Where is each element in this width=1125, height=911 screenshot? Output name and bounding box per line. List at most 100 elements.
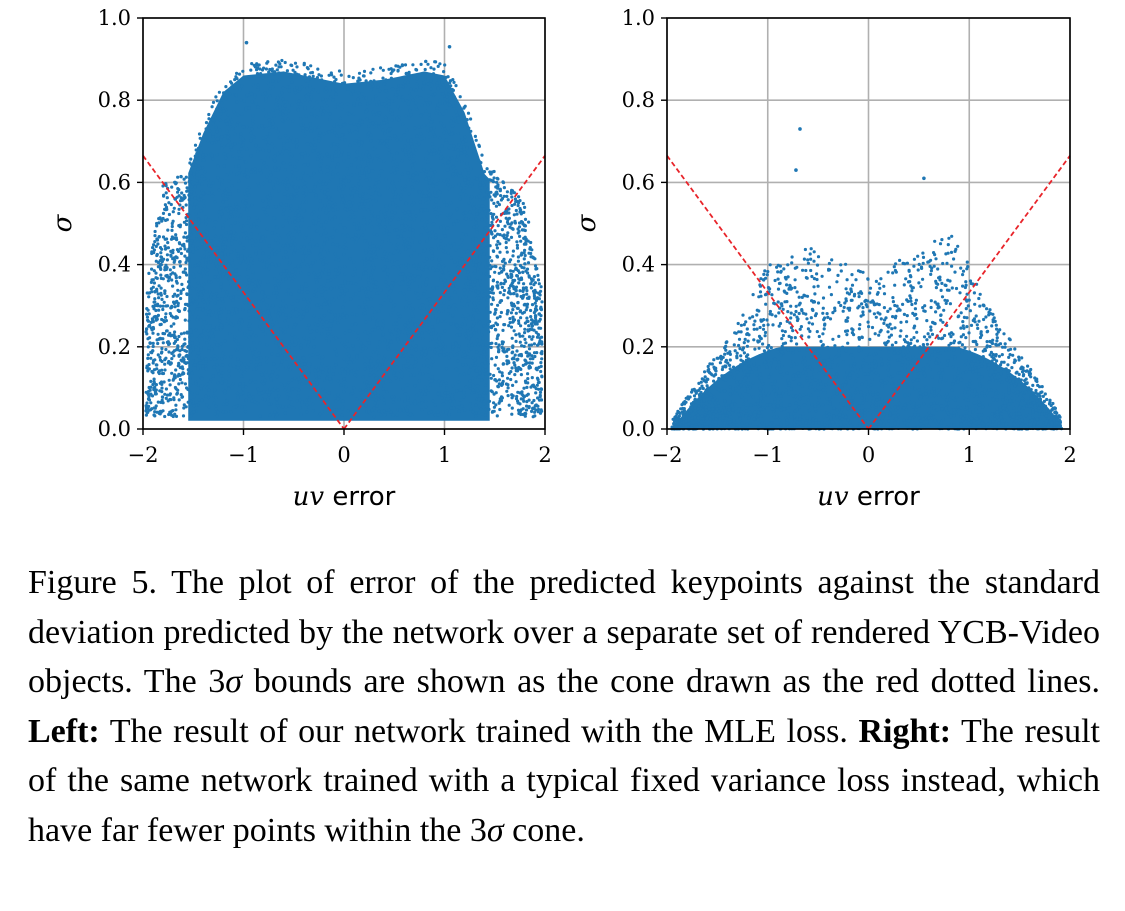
scatter-point bbox=[475, 368, 479, 373]
scatter-point bbox=[406, 395, 410, 400]
scatter-point bbox=[353, 272, 357, 276]
scatter-point bbox=[263, 91, 267, 95]
scatter-point bbox=[221, 274, 225, 279]
scatter-point bbox=[193, 264, 198, 268]
scatter-point bbox=[478, 198, 482, 202]
scatter-point bbox=[487, 407, 491, 411]
scatter-point bbox=[230, 184, 234, 188]
scatter-point bbox=[257, 184, 261, 188]
scatter-point bbox=[318, 412, 322, 416]
scatter-point bbox=[342, 390, 346, 394]
scatter-point bbox=[235, 287, 239, 291]
scatter-point bbox=[338, 223, 342, 227]
scatter-point bbox=[302, 163, 307, 167]
scatter-point bbox=[500, 342, 505, 346]
scatter-points bbox=[144, 40, 544, 421]
scatter-point bbox=[444, 75, 448, 79]
scatter-point bbox=[178, 366, 182, 370]
scatter-point bbox=[216, 410, 220, 414]
scatter-point bbox=[406, 359, 410, 363]
scatter-point bbox=[293, 88, 297, 92]
scatter-point bbox=[208, 380, 212, 384]
scatter-point bbox=[196, 315, 200, 319]
scatter-point bbox=[375, 103, 379, 107]
scatter-point bbox=[395, 413, 399, 417]
scatter-point bbox=[380, 240, 384, 244]
scatter-point bbox=[201, 325, 205, 330]
scatter-point bbox=[264, 370, 268, 374]
scatter-point bbox=[219, 206, 223, 210]
scatter-point bbox=[189, 349, 193, 353]
scatter-point bbox=[414, 171, 418, 175]
scatter-point bbox=[469, 285, 473, 289]
scatter-point bbox=[213, 357, 217, 361]
scatter-point bbox=[205, 382, 210, 386]
scatter-point bbox=[431, 399, 435, 403]
scatter-point bbox=[441, 249, 445, 253]
scatter-point bbox=[159, 267, 163, 271]
scatter-point bbox=[413, 364, 417, 368]
scatter-point bbox=[267, 149, 271, 153]
scatter-point bbox=[395, 167, 399, 171]
scatter-point bbox=[364, 166, 369, 170]
scatter-point bbox=[369, 279, 373, 283]
scatter-point bbox=[192, 172, 196, 177]
scatter-point bbox=[386, 272, 390, 276]
scatter-point bbox=[266, 295, 271, 299]
scatter-point bbox=[319, 314, 323, 318]
scatter-point bbox=[426, 391, 430, 395]
scatter-point bbox=[208, 129, 212, 133]
scatter-point bbox=[277, 166, 281, 170]
scatter-point bbox=[268, 87, 272, 91]
scatter-point bbox=[407, 301, 412, 305]
scatter-point bbox=[229, 80, 233, 84]
scatter-point bbox=[183, 247, 187, 251]
scatter-point bbox=[305, 305, 309, 309]
scatter-point bbox=[249, 68, 253, 72]
scatter-point bbox=[455, 405, 460, 409]
scatter-point bbox=[215, 137, 220, 141]
scatter-point bbox=[402, 133, 407, 137]
scatter-point bbox=[334, 88, 338, 92]
scatter-point bbox=[375, 404, 379, 408]
scatter-point bbox=[267, 191, 271, 195]
scatter-point bbox=[453, 260, 457, 264]
scatter-point bbox=[497, 343, 501, 347]
scatter-point bbox=[388, 357, 392, 361]
scatter-point bbox=[224, 85, 228, 89]
scatter-point bbox=[467, 126, 471, 130]
scatter-point bbox=[319, 170, 323, 175]
scatter-point bbox=[148, 388, 152, 392]
scatter-point bbox=[288, 341, 292, 345]
scatter-point bbox=[463, 175, 467, 179]
scatter-point bbox=[255, 357, 259, 361]
scatter-point bbox=[524, 286, 528, 290]
scatter-point bbox=[243, 256, 247, 261]
scatter-point bbox=[460, 314, 465, 318]
scatter-point bbox=[296, 177, 300, 181]
scatter-point bbox=[222, 91, 226, 95]
scatter-point bbox=[316, 323, 320, 327]
scatter-point bbox=[324, 336, 329, 340]
scatter-point bbox=[226, 135, 230, 139]
scatter-point bbox=[343, 138, 347, 142]
scatter-point bbox=[224, 294, 228, 298]
scatter-point bbox=[207, 346, 211, 350]
scatter-point bbox=[319, 248, 323, 253]
scatter-point bbox=[221, 371, 225, 375]
scatter-point bbox=[350, 323, 354, 327]
scatter-point bbox=[490, 288, 494, 292]
scatter-point bbox=[420, 408, 424, 412]
scatter-point bbox=[458, 296, 462, 300]
scatter-point bbox=[178, 264, 182, 268]
scatter-point bbox=[151, 371, 155, 375]
scatter-point bbox=[390, 99, 394, 103]
scatter-point bbox=[231, 154, 235, 158]
scatter-point bbox=[190, 195, 194, 199]
scatter-point bbox=[402, 237, 406, 241]
scatter-point bbox=[526, 271, 530, 275]
scatter-point bbox=[428, 181, 432, 185]
scatter-point bbox=[424, 283, 428, 287]
scatter-point bbox=[349, 163, 353, 167]
scatter-point bbox=[327, 208, 331, 212]
